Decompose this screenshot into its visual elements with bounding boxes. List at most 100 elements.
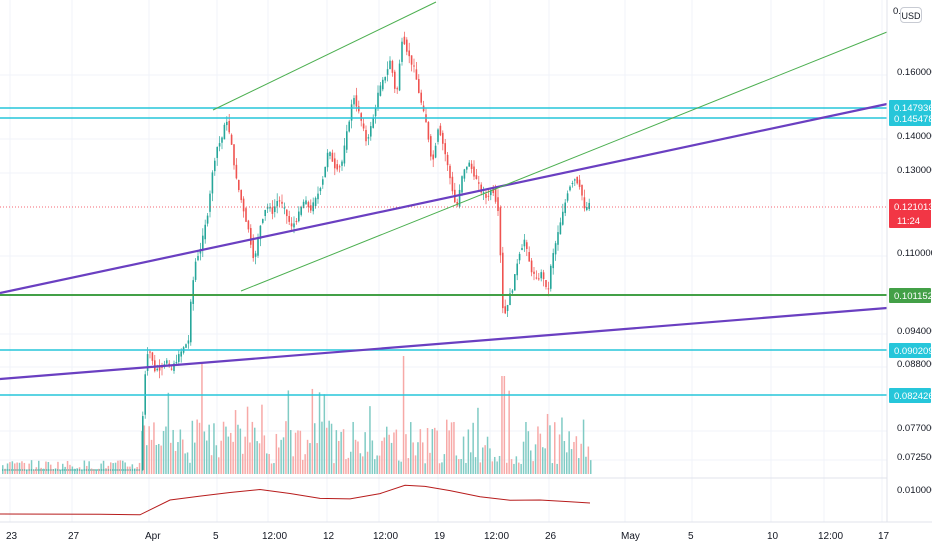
volume-bar (256, 441, 258, 474)
volume-bar (402, 356, 405, 474)
candle (420, 92, 422, 103)
candle (312, 202, 314, 212)
currency-button[interactable]: USD (900, 7, 922, 23)
candle (334, 158, 336, 169)
candle (367, 137, 370, 139)
candle (530, 260, 533, 273)
candle (218, 143, 221, 147)
volume-bar (222, 421, 225, 474)
candle (389, 60, 391, 69)
volume-bar (347, 457, 350, 474)
candle (266, 206, 269, 209)
price-tags: 0.147936 0.145478 0.121013 11:24 0.10115… (889, 100, 932, 403)
trend-line-lower[interactable] (0, 306, 888, 381)
volume-bar (496, 461, 498, 474)
volume-bar (239, 428, 242, 474)
volume-bar (371, 440, 374, 474)
volume-bar (148, 426, 150, 474)
volume-bar (458, 459, 460, 474)
volume-bar (510, 459, 513, 474)
candle (247, 220, 250, 230)
volume-bar (520, 463, 522, 474)
volume-bar (314, 423, 316, 474)
volume-bar (522, 441, 525, 474)
candle (166, 360, 168, 364)
time-label: 19 (434, 531, 446, 542)
volume-bar (441, 462, 443, 474)
candle (444, 143, 446, 155)
volume-bar (270, 463, 273, 474)
volume-bar (405, 434, 407, 474)
volume-bar (249, 442, 251, 474)
volume-bar (395, 429, 398, 474)
volume-bar (330, 423, 333, 474)
candle (300, 207, 302, 215)
volume-bar (198, 422, 201, 474)
channel-line-top[interactable] (212, 1, 437, 111)
volume-bar (182, 439, 184, 474)
volume-bar (38, 460, 40, 474)
volume-bar (42, 468, 45, 474)
volume-bar (570, 449, 573, 474)
candle (559, 222, 562, 235)
candle (571, 182, 574, 184)
volume-bar (352, 421, 354, 474)
volume-bar (369, 406, 371, 474)
candle (394, 71, 396, 89)
candle (478, 182, 480, 184)
volume-bar (333, 463, 335, 474)
volume-bar (203, 431, 206, 474)
candle (490, 190, 492, 196)
volume-bar (563, 441, 566, 474)
volume-bar (196, 419, 198, 474)
volume-bar (364, 432, 366, 474)
volume-bar (453, 421, 455, 474)
volume-bar (438, 463, 441, 474)
candle (322, 179, 324, 185)
time-label: 12 (323, 531, 335, 542)
volume-bar (549, 425, 551, 474)
candle (202, 235, 204, 251)
volume-bar (21, 461, 23, 474)
candle (432, 154, 434, 160)
time-axis[interactable]: 23 27 Apr 5 12:00 12 12:00 19 12:00 26 M… (6, 531, 890, 542)
candle (307, 202, 310, 208)
volume-bar (40, 467, 42, 474)
volume-bar (338, 440, 340, 474)
candle (211, 172, 214, 194)
volume-bar (47, 461, 50, 474)
candle (583, 197, 586, 209)
volume-bar (232, 441, 234, 474)
time-label: 5 (213, 531, 219, 542)
candle (514, 274, 516, 291)
candle (564, 202, 566, 214)
volume-bar (350, 451, 352, 474)
channel-line-bottom[interactable] (240, 31, 888, 292)
volume-bar (136, 467, 138, 474)
candle (468, 162, 470, 167)
volume-bar (580, 443, 582, 474)
volume-bar (340, 431, 342, 474)
candle (415, 69, 418, 80)
candle (554, 243, 557, 255)
volume-bar (57, 461, 59, 474)
candle (163, 364, 166, 366)
volume-bar (491, 461, 494, 474)
volume-bar (93, 469, 95, 474)
volume-bar (508, 390, 510, 474)
volume-bar (484, 445, 486, 474)
volume-bar (110, 462, 112, 474)
volume-bar (292, 456, 294, 474)
candle (192, 280, 194, 304)
volume-bar (554, 422, 556, 474)
volume-bar (78, 467, 81, 474)
time-label: 12:00 (818, 531, 843, 542)
candle (259, 225, 262, 240)
volume-bar (66, 460, 69, 474)
candle (463, 169, 466, 179)
candle (283, 207, 286, 209)
trend-line-upper[interactable] (0, 102, 888, 295)
candle (262, 219, 264, 223)
